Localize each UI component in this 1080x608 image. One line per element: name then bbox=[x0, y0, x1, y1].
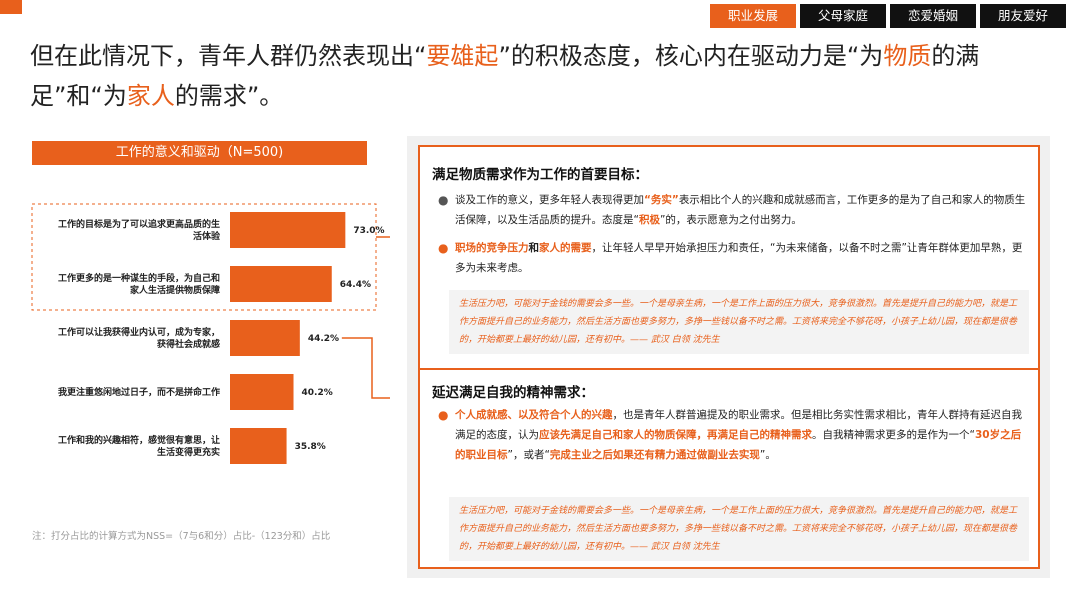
bar bbox=[230, 266, 332, 302]
topic-tabs: 职业发展 父母家庭 恋爱婚姻 朋友爱好 bbox=[709, 4, 1066, 28]
headline-highlight: 物质 bbox=[883, 42, 932, 70]
bullet-text: 。自我精神需求更多的是作为一个“ bbox=[812, 429, 975, 441]
category-label: 家人生活提供物质保障 bbox=[130, 284, 220, 296]
section1-title: 满足物质需求作为工作的首要目标： bbox=[432, 167, 648, 183]
panel-divider bbox=[418, 368, 1040, 370]
category-label: 活体验 bbox=[193, 230, 221, 242]
bullet-text: 谈及工作的意义，更多年轻人表现得更加 bbox=[455, 194, 644, 206]
chart-title: 工作的意义和驱动（N=500) bbox=[32, 141, 367, 165]
tab-career[interactable]: 职业发展 bbox=[709, 4, 796, 28]
bullet-text: 和 bbox=[528, 242, 540, 254]
section2-quote: 生活压力吧，可能对于金钱的需要会多一些。一个是母亲生病，一个是工作上面的压力很大… bbox=[449, 497, 1029, 561]
bullet-highlight: 个人成就感、以及符合个人的兴趣 bbox=[455, 409, 613, 421]
bullet-highlight: 积极 bbox=[638, 214, 660, 226]
bullet-text: ，让年轻人早早开始承担压力和责任，“为未来储备，以备不时之需”让青年群体更加早熟… bbox=[455, 242, 1023, 274]
category-label: 工作更多的是一种谋生的手段，为自己和 bbox=[58, 272, 220, 284]
highlight-box bbox=[31, 203, 377, 311]
bullet-dot: ● bbox=[438, 193, 449, 207]
bullet-text: ”的，表示愿意为之付出努力。 bbox=[659, 214, 802, 226]
bullet-highlight: 应该先满足自己和家人的物质保障，再满足自己的精神需求 bbox=[539, 429, 812, 441]
bullet-highlight: “务实” bbox=[644, 194, 679, 206]
bullet-dot: ● bbox=[438, 241, 449, 255]
category-label: 获得社会成就感 bbox=[157, 338, 220, 350]
bullet-text: 表示相比个人的兴趣和成就感而言，工作更多的是为了自己和家人的物质生活保障，以及生… bbox=[455, 194, 1026, 226]
bullet-text: ”。 bbox=[759, 449, 776, 461]
corner-accent bbox=[0, 0, 22, 14]
bar bbox=[230, 428, 287, 464]
category-label: 工作和我的兴趣相符，感觉很有意思，让 bbox=[58, 434, 220, 446]
category-label: 我更注重悠闲地过日子，而不是拼命工作 bbox=[58, 386, 220, 398]
bar bbox=[230, 374, 294, 410]
value-label: 40.2% bbox=[302, 388, 333, 398]
connector-line bbox=[341, 337, 390, 399]
headline-highlight: 家人 bbox=[126, 82, 175, 110]
section1-quote: 生活压力吧，可能对于金钱的需要会多一些。一个是母亲生病，一个是工作上面的压力很大… bbox=[449, 290, 1029, 354]
headline-text: 但在此情况下，青年人群仍然表现出“ bbox=[30, 42, 427, 70]
tab-love-marriage[interactable]: 恋爱婚姻 bbox=[889, 4, 976, 28]
bullet-highlight: 完成主业之后如果还有精力通过做副业去实现 bbox=[549, 449, 760, 461]
value-label: 35.8% bbox=[295, 442, 326, 452]
headline-text: 的需求”。 bbox=[174, 82, 284, 110]
section2-title: 延迟满足自我的精神需求： bbox=[432, 385, 594, 401]
section1-bullet-1: ● 谈及工作的意义，更多年轻人表现得更加“务实”表示相比个人的兴趣和成就感而言，工… bbox=[438, 190, 1027, 230]
category-label: 工作可以让我获得业内认可，成为专家， bbox=[58, 326, 220, 338]
bar bbox=[230, 320, 300, 356]
value-label: 44.2% bbox=[308, 334, 339, 344]
bullet-highlight: 30岁之后的职业目标 bbox=[455, 429, 1022, 461]
value-label: 64.4% bbox=[340, 280, 371, 290]
category-label: 工作的目标是为了可以追求更高品质的生 bbox=[58, 218, 220, 230]
value-label: 73.0% bbox=[353, 226, 384, 236]
category-label: 生活变得更充实 bbox=[157, 446, 220, 458]
headline-text: 的满足”和“为 bbox=[30, 42, 980, 110]
headline-highlight: 要雄起 bbox=[426, 42, 499, 70]
footnote: 注：打分占比的计算方式为NSS=（7与6和分）占比-（123分和）占比 bbox=[32, 531, 331, 542]
tab-friends-hobbies[interactable]: 朋友爱好 bbox=[979, 4, 1066, 28]
section2-bullet-1: ● 个人成就感、以及符合个人的兴趣，也是青年人群普遍提及的职业需求。但是相比务实性… bbox=[438, 405, 1027, 465]
tab-parents-family[interactable]: 父母家庭 bbox=[799, 4, 886, 28]
bullet-dot: ● bbox=[438, 408, 449, 422]
section1-bullet-2: ● 职场的竞争压力和家人的需要，让年轻人早早开始承担压力和责任，“为未来储备，以备… bbox=[438, 238, 1027, 278]
page-headline: 但在此情况下，青年人群仍然表现出“要雄起”的积极态度，核心内在驱动力是“为物质的… bbox=[30, 36, 1070, 116]
bar bbox=[230, 212, 346, 248]
bullet-text: ，也是青年人群普遍提及的职业需求。但是相比务实性需求相比，青年人群持有延迟自我满… bbox=[455, 409, 1022, 441]
bullet-highlight: 职场的竞争压力 bbox=[455, 242, 529, 254]
bullet-text: ”，或者“ bbox=[507, 449, 550, 461]
bullet-highlight: 家人的需要 bbox=[539, 242, 592, 254]
headline-text: ”的积极态度，核心内在驱动力是“为 bbox=[498, 42, 884, 70]
